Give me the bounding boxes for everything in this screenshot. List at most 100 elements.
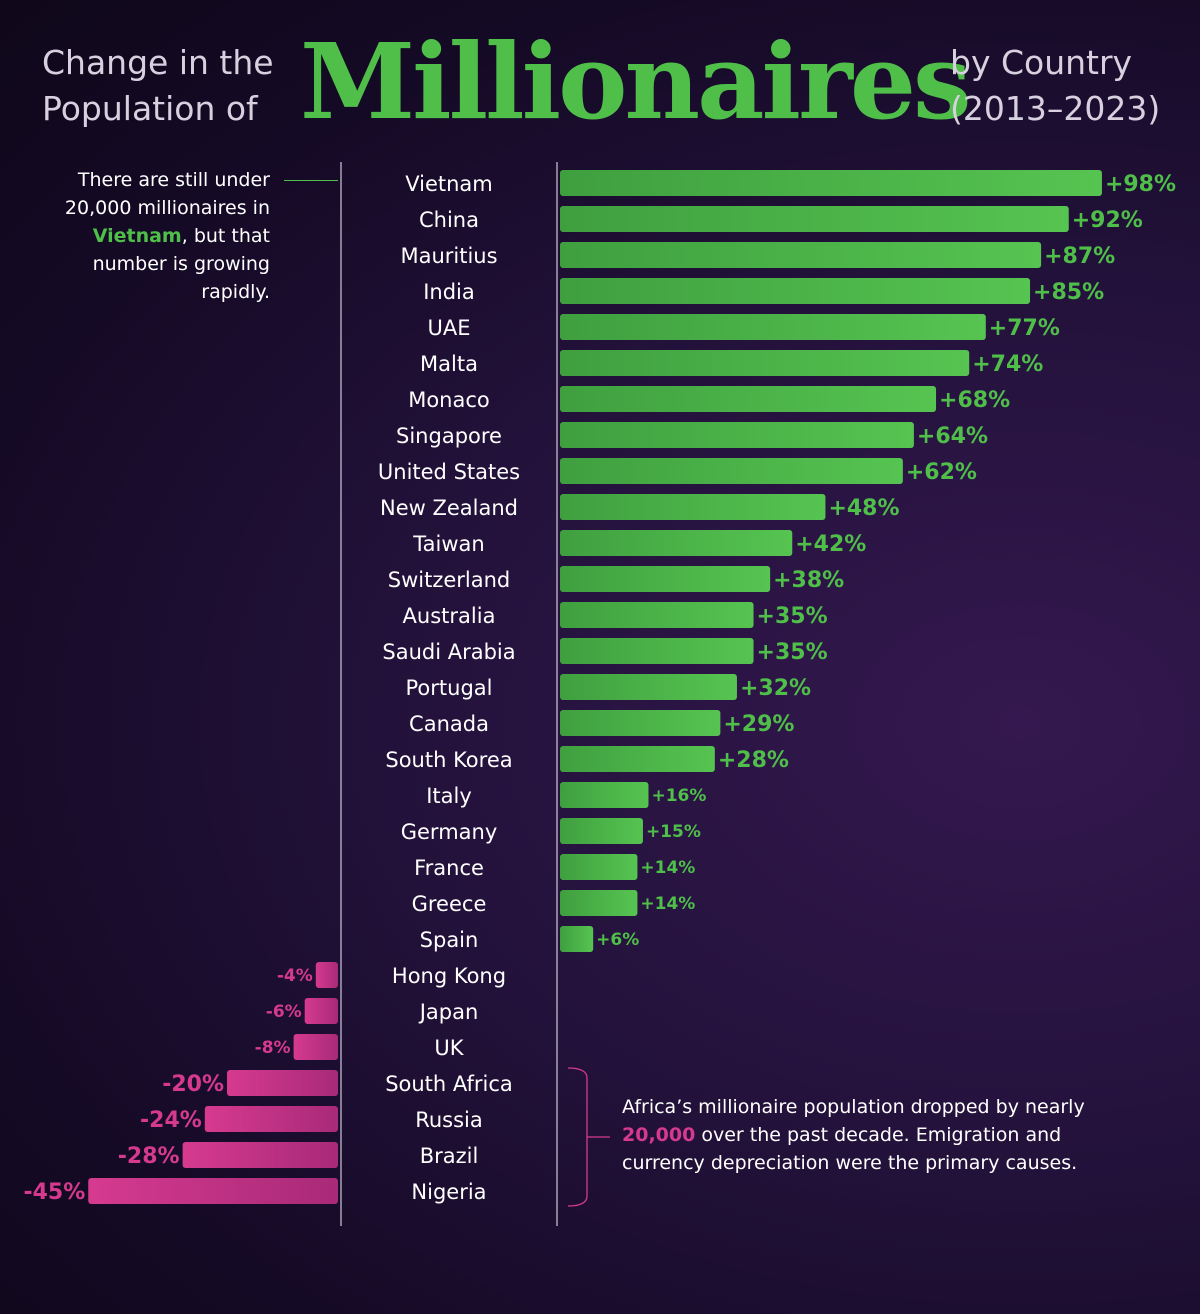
note-africa-text-1: Africa’s millionaire population dropped … — [622, 1096, 1085, 1118]
bar-positive — [560, 674, 737, 700]
category-label: UAE — [427, 316, 470, 340]
category-label: Greece — [412, 892, 487, 916]
data-label: +28% — [718, 748, 789, 773]
data-label: +42% — [795, 532, 866, 557]
category-label: China — [419, 208, 479, 232]
category-label: United States — [378, 460, 520, 484]
africa-bracket — [567, 1067, 588, 1207]
data-label: +92% — [1072, 208, 1143, 233]
category-label: Japan — [418, 1000, 479, 1024]
data-label: +62% — [906, 460, 977, 485]
bar-positive — [560, 206, 1069, 232]
bar-positive — [560, 386, 937, 412]
data-label: -20% — [162, 1072, 224, 1097]
data-label: +6% — [596, 930, 639, 950]
note-africa: Africa’s millionaire population dropped … — [622, 1093, 1142, 1177]
title-right-line1: by Country — [950, 43, 1133, 82]
bar-negative — [182, 1142, 338, 1168]
title-left-line1: Change in the — [42, 43, 274, 82]
bar-positive — [560, 530, 793, 556]
data-label: +38% — [773, 568, 844, 593]
data-label: +35% — [757, 640, 828, 665]
category-label: Mauritius — [400, 244, 497, 268]
bar-positive — [560, 170, 1102, 196]
data-label: +16% — [651, 786, 706, 806]
data-label: +74% — [972, 352, 1043, 377]
data-label: +35% — [757, 604, 828, 629]
bar-negative — [315, 962, 338, 988]
data-label: +77% — [989, 316, 1060, 341]
bar-positive — [560, 926, 594, 952]
bar-positive — [560, 782, 649, 808]
category-label: Singapore — [396, 424, 502, 448]
category-label: New Zealand — [380, 496, 518, 520]
data-label: -4% — [277, 966, 313, 986]
category-label: Italy — [426, 784, 472, 808]
data-label: +29% — [723, 712, 794, 737]
bar-positive — [560, 854, 638, 880]
data-label: +68% — [939, 388, 1010, 413]
bar-positive — [560, 458, 903, 484]
note-africa-text-2: over the past decade. Emigration and cur… — [622, 1124, 1078, 1174]
category-label: UK — [434, 1036, 464, 1060]
category-label: Brazil — [420, 1144, 479, 1168]
note-vietnam-leader-line — [284, 180, 338, 181]
bar-negative — [293, 1034, 338, 1060]
title-right-line2: (2013–2023) — [950, 89, 1161, 128]
bar-positive — [560, 314, 986, 340]
category-label: Germany — [401, 820, 498, 844]
category-label: Switzerland — [388, 568, 511, 592]
category-label: Canada — [409, 712, 489, 736]
bar-positive — [560, 566, 771, 592]
data-label: +15% — [646, 822, 701, 842]
title-main: Millionaires — [300, 20, 972, 143]
category-label: Monaco — [408, 388, 490, 412]
data-label: +98% — [1105, 172, 1176, 197]
title-left: Change in the Population of — [42, 40, 274, 132]
bar-positive — [560, 422, 914, 448]
data-label: +87% — [1044, 244, 1115, 269]
bar-negative — [88, 1178, 338, 1204]
category-label: Russia — [415, 1108, 483, 1132]
note-vietnam-text-2: , but that number is growing rapidly. — [92, 225, 270, 303]
bar-positive — [560, 278, 1031, 304]
category-label: Saudi Arabia — [382, 640, 515, 664]
data-label: +48% — [828, 496, 899, 521]
category-label: Spain — [420, 928, 479, 952]
data-label: +14% — [640, 894, 695, 914]
bar-negative — [304, 998, 338, 1024]
bar-positive — [560, 602, 754, 628]
bar-positive — [560, 494, 826, 520]
bar-positive — [560, 710, 721, 736]
bar-positive — [560, 350, 970, 376]
data-label: +85% — [1033, 280, 1104, 305]
bar-negative — [227, 1070, 338, 1096]
bar-positive — [560, 638, 754, 664]
note-vietnam: There are still under 20,000 millionaire… — [60, 166, 270, 306]
note-vietnam-text-1: There are still under 20,000 millionaire… — [64, 169, 270, 219]
data-label: +64% — [917, 424, 988, 449]
category-label: Malta — [420, 352, 478, 376]
data-label: -45% — [23, 1180, 85, 1205]
category-label: Hong Kong — [392, 964, 506, 988]
bar-positive — [560, 818, 643, 844]
bar-positive — [560, 890, 638, 916]
title-left-line2: Population of — [42, 89, 258, 128]
data-label: +14% — [640, 858, 695, 878]
bar-positive — [560, 242, 1042, 268]
category-label: India — [423, 280, 475, 304]
data-label: -24% — [140, 1108, 202, 1133]
category-label: Vietnam — [405, 172, 493, 196]
category-label: France — [414, 856, 484, 880]
category-label: South Korea — [385, 748, 512, 772]
header: Change in the Population of Millionaires… — [0, 0, 1200, 150]
note-africa-highlight: 20,000 — [622, 1124, 696, 1146]
category-label: South Africa — [385, 1072, 513, 1096]
data-label: +32% — [740, 676, 811, 701]
category-label: Nigeria — [411, 1180, 486, 1204]
category-label: Portugal — [406, 676, 493, 700]
category-label: Taiwan — [412, 532, 484, 556]
bar-negative — [204, 1106, 338, 1132]
bar-positive — [560, 746, 715, 772]
